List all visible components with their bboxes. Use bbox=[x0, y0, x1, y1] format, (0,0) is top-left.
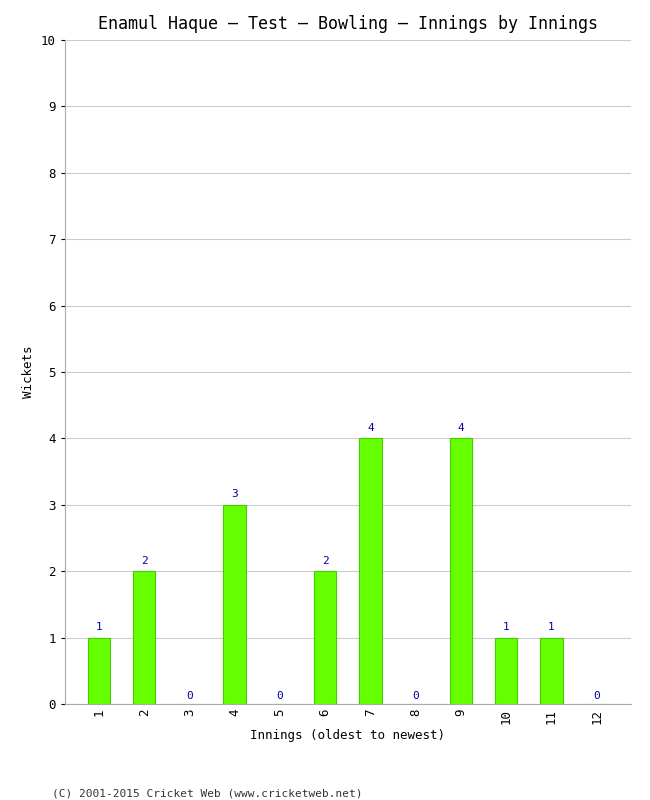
Text: 0: 0 bbox=[186, 690, 193, 701]
Text: 1: 1 bbox=[96, 622, 102, 632]
Text: 4: 4 bbox=[458, 423, 464, 433]
Text: 4: 4 bbox=[367, 423, 374, 433]
Text: 1: 1 bbox=[502, 622, 510, 632]
X-axis label: Innings (oldest to newest): Innings (oldest to newest) bbox=[250, 730, 445, 742]
Y-axis label: Wickets: Wickets bbox=[22, 346, 35, 398]
Bar bbox=[88, 638, 110, 704]
Bar bbox=[133, 571, 155, 704]
Text: 2: 2 bbox=[322, 556, 328, 566]
Bar bbox=[224, 505, 246, 704]
Text: 0: 0 bbox=[412, 690, 419, 701]
Bar bbox=[540, 638, 563, 704]
Text: 0: 0 bbox=[593, 690, 600, 701]
Bar bbox=[314, 571, 337, 704]
Text: 1: 1 bbox=[548, 622, 554, 632]
Text: 2: 2 bbox=[141, 556, 148, 566]
Text: 3: 3 bbox=[231, 490, 238, 499]
Bar bbox=[495, 638, 517, 704]
Title: Enamul Haque – Test – Bowling – Innings by Innings: Enamul Haque – Test – Bowling – Innings … bbox=[98, 15, 598, 33]
Text: 0: 0 bbox=[276, 690, 283, 701]
Text: (C) 2001-2015 Cricket Web (www.cricketweb.net): (C) 2001-2015 Cricket Web (www.cricketwe… bbox=[52, 788, 363, 798]
Bar bbox=[450, 438, 472, 704]
Bar bbox=[359, 438, 382, 704]
